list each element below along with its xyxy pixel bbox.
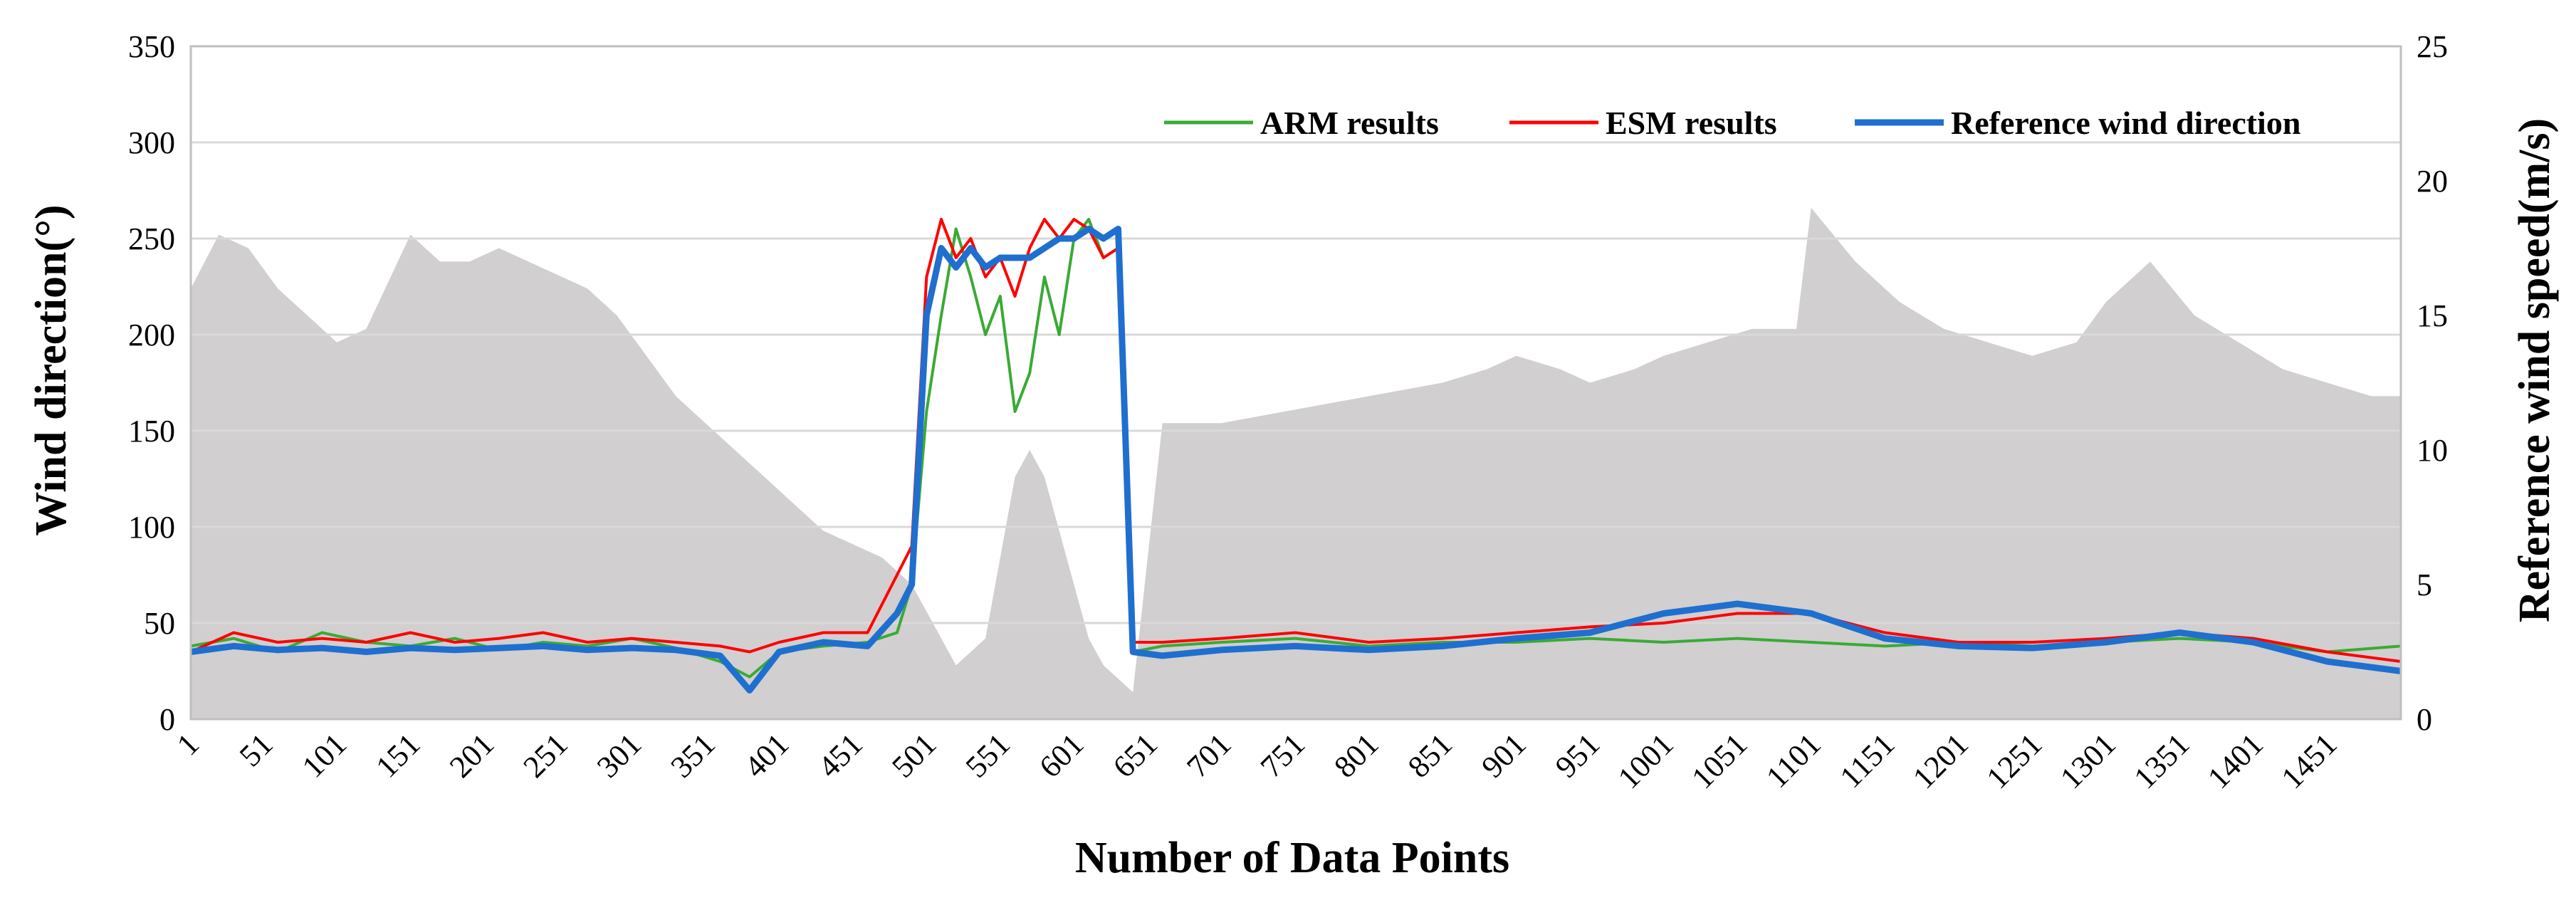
x-tick-label: 1301 xyxy=(2053,726,2122,795)
y-right-tick-label: 5 xyxy=(2417,567,2432,602)
x-tick-label: 351 xyxy=(664,726,722,784)
plot-frame xyxy=(189,45,2402,721)
y-left-tick-label: 250 xyxy=(128,221,175,256)
x-tick-label: 101 xyxy=(295,726,353,784)
y-left-tick-label: 200 xyxy=(128,318,175,352)
x-tick-label: 1 xyxy=(170,726,206,762)
x-tick-label: 551 xyxy=(959,726,1017,784)
y-left-tick-label: 100 xyxy=(128,510,175,545)
x-tick-label: 751 xyxy=(1254,726,1311,784)
x-tick-label: 451 xyxy=(812,726,869,784)
legend-label-arm-results: ARM results xyxy=(1260,105,1439,141)
legend-label-reference-wind-direction: Reference wind direction xyxy=(1951,105,2300,141)
y-left-tick-label: 150 xyxy=(128,414,175,449)
series-line-esm-results xyxy=(190,218,2402,663)
y-axis-title-right: Reference wind speed(m/s) xyxy=(2510,118,2559,622)
x-tick-label: 701 xyxy=(1180,726,1237,784)
x-tick-label: 951 xyxy=(1549,726,1606,784)
y-left-tick-label: 300 xyxy=(128,125,175,160)
series-line-reference-wind-direction xyxy=(190,226,2402,694)
x-tick-label: 401 xyxy=(738,726,795,784)
x-tick-label: 1001 xyxy=(1611,726,1680,795)
x-tick-label: 1151 xyxy=(1833,726,1902,795)
x-tick-label: 1201 xyxy=(1906,726,1975,795)
x-tick-label: 601 xyxy=(1032,726,1090,784)
y-right-tick-label: 25 xyxy=(2417,29,2448,64)
x-tick-label: 1351 xyxy=(2127,726,2197,795)
series-line-arm-results xyxy=(190,218,2402,679)
x-tick-label: 501 xyxy=(885,726,943,784)
y-left-tick-label: 50 xyxy=(144,606,175,641)
y-left-tick-label: 350 xyxy=(128,29,175,64)
x-tick-label: 851 xyxy=(1401,726,1459,784)
x-tick-label: 1401 xyxy=(2201,726,2270,795)
x-tick-label: 801 xyxy=(1327,726,1385,784)
y-right-tick-label: 10 xyxy=(2417,433,2448,468)
legend-label-esm-results: ESM results xyxy=(1606,105,1777,141)
series-layer xyxy=(190,218,2402,694)
x-tick-label: 1051 xyxy=(1685,726,1754,795)
y-right-tick-label: 20 xyxy=(2417,164,2448,199)
x-tick-label: 301 xyxy=(590,726,648,784)
x-tick-label: 51 xyxy=(233,726,280,773)
y-right-tick-label: 0 xyxy=(2417,702,2432,737)
x-tick-label: 901 xyxy=(1475,726,1532,784)
x-tick-label: 1451 xyxy=(2275,726,2344,795)
frame-layer xyxy=(189,45,2402,721)
x-tick-label: 201 xyxy=(443,726,501,784)
x-tick-label: 251 xyxy=(516,726,574,784)
legend: ARM results ESM results Reference wind dir… xyxy=(1164,105,2300,141)
y-right-tick-label: 15 xyxy=(2417,298,2448,333)
x-tick-label: 1101 xyxy=(1759,726,1828,795)
x-tick-label: 1251 xyxy=(1980,726,2049,795)
x-axis-title: Number of Data Points xyxy=(1075,834,1509,882)
y-axis-title-left: Wind direction(°) xyxy=(27,204,75,535)
x-tick-label: 151 xyxy=(369,726,426,784)
y-left-tick-label: 0 xyxy=(159,702,175,737)
x-tick-label: 651 xyxy=(1106,726,1164,784)
